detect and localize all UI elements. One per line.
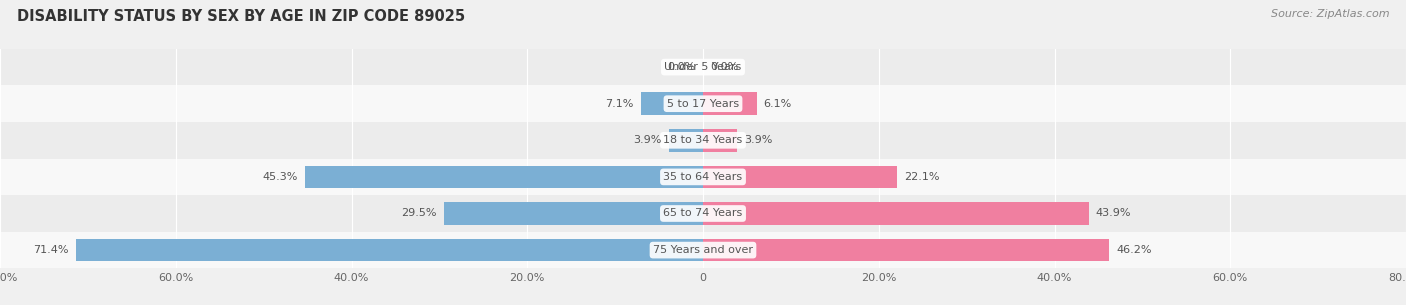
- Bar: [444, 202, 703, 225]
- Bar: [305, 166, 703, 188]
- Bar: [703, 166, 897, 188]
- Text: 0.0%: 0.0%: [668, 62, 696, 72]
- Text: 46.2%: 46.2%: [1116, 245, 1152, 255]
- Bar: [0, 49, 1406, 85]
- Text: Under 5 Years: Under 5 Years: [665, 62, 741, 72]
- Text: 43.9%: 43.9%: [1095, 209, 1132, 218]
- Text: 5 to 17 Years: 5 to 17 Years: [666, 99, 740, 109]
- Text: 71.4%: 71.4%: [34, 245, 69, 255]
- Bar: [0, 159, 1406, 195]
- Bar: [703, 239, 1109, 261]
- Text: DISABILITY STATUS BY SEX BY AGE IN ZIP CODE 89025: DISABILITY STATUS BY SEX BY AGE IN ZIP C…: [17, 9, 465, 24]
- Bar: [703, 202, 1088, 225]
- Text: 18 to 34 Years: 18 to 34 Years: [664, 135, 742, 145]
- Text: 22.1%: 22.1%: [904, 172, 939, 182]
- Text: 35 to 64 Years: 35 to 64 Years: [664, 172, 742, 182]
- Text: 45.3%: 45.3%: [263, 172, 298, 182]
- Text: 3.9%: 3.9%: [633, 135, 662, 145]
- Text: Source: ZipAtlas.com: Source: ZipAtlas.com: [1271, 9, 1389, 19]
- Text: 65 to 74 Years: 65 to 74 Years: [664, 209, 742, 218]
- Bar: [703, 129, 737, 152]
- Bar: [0, 232, 1406, 268]
- Bar: [641, 92, 703, 115]
- Bar: [0, 85, 1406, 122]
- Text: 75 Years and over: 75 Years and over: [652, 245, 754, 255]
- Bar: [703, 92, 756, 115]
- Text: 29.5%: 29.5%: [401, 209, 437, 218]
- Bar: [0, 122, 1406, 159]
- Bar: [0, 195, 1406, 232]
- Text: 7.1%: 7.1%: [605, 99, 634, 109]
- Bar: [669, 129, 703, 152]
- Text: 6.1%: 6.1%: [763, 99, 792, 109]
- Bar: [76, 239, 703, 261]
- Text: 3.9%: 3.9%: [744, 135, 773, 145]
- Text: 0.0%: 0.0%: [710, 62, 738, 72]
